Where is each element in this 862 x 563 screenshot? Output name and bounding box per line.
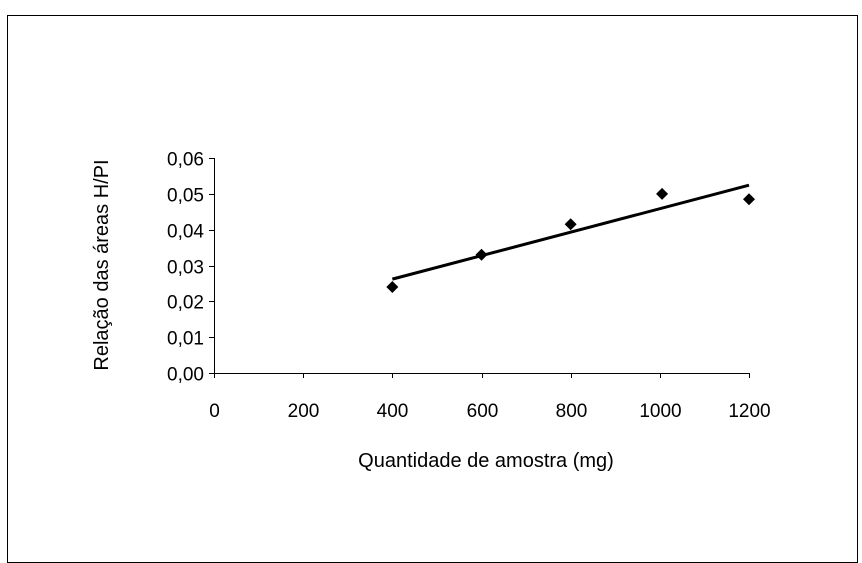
y-tick-label: 0,03 <box>167 258 204 279</box>
data-point-marker <box>475 248 488 261</box>
y-tick-label: 0,06 <box>167 150 204 171</box>
x-tick-label: 800 <box>556 401 588 422</box>
y-axis-title: Relação das áreas H/PI <box>91 159 113 370</box>
x-axis-title: Quantidade de amostra (mg) <box>358 450 614 472</box>
y-tick-label: 0,00 <box>167 365 204 386</box>
data-point-marker <box>743 193 755 206</box>
y-axis-ticks: 0,00 0,01 0,02 0,03 0,04 0,05 0,06 <box>167 150 215 386</box>
x-tick-label: 1000 <box>639 401 681 422</box>
x-tick-label: 0 <box>209 401 220 422</box>
trendline-group <box>391 183 750 281</box>
x-tick-label: 600 <box>467 401 499 422</box>
data-point-marker <box>564 218 577 231</box>
chart-frame <box>7 15 858 563</box>
data-point-marker <box>386 281 399 293</box>
data-point-marker <box>656 187 669 200</box>
y-tick-label: 0,01 <box>167 329 204 350</box>
y-tick-label: 0,02 <box>167 293 204 314</box>
plot-area: 0,00 0,01 0,02 0,03 0,04 0,05 0,06 0 200 400 600 8… <box>167 150 771 423</box>
x-tick-label: 200 <box>288 401 320 422</box>
y-tick-label: 0,05 <box>167 186 204 207</box>
x-tick-label: 400 <box>377 401 409 422</box>
trendline <box>391 183 750 281</box>
x-axis-ticks: 0 200 400 600 800 1000 1200 <box>209 373 771 422</box>
y-tick-label: 0,04 <box>167 222 204 243</box>
data-points <box>386 187 755 293</box>
x-tick-label: 1200 <box>728 401 770 422</box>
